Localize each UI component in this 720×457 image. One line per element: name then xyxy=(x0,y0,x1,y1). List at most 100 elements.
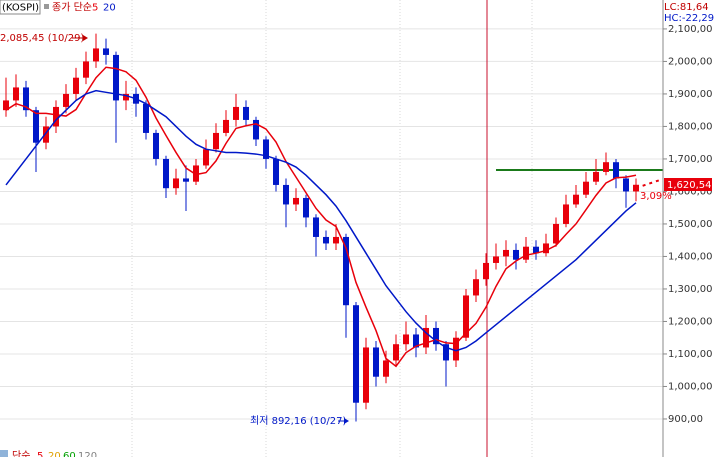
candle-body xyxy=(353,305,359,403)
plot xyxy=(3,33,663,422)
corner-info: LC:81,64 xyxy=(664,2,709,13)
candle-body xyxy=(83,61,89,78)
candle-body xyxy=(613,162,619,179)
candle-body xyxy=(163,158,169,189)
candle-body xyxy=(633,184,639,192)
candle-body xyxy=(453,337,459,361)
candle-body xyxy=(203,149,209,166)
candle-body xyxy=(233,106,239,120)
candle-body xyxy=(43,126,49,143)
bottom-legend: 120 xyxy=(78,451,97,457)
y-tick-label: 1,300,00 xyxy=(668,284,713,295)
bottom-legend: 60 xyxy=(63,451,76,457)
candle-body xyxy=(573,194,579,205)
candle-body xyxy=(243,106,249,120)
candle-body xyxy=(323,236,329,244)
high-annotation: 2,085,45 (10/29) xyxy=(0,33,84,44)
vertical-grid xyxy=(131,0,533,457)
moving-average xyxy=(5,66,637,368)
candle-body xyxy=(563,204,569,224)
candle-body xyxy=(93,48,99,62)
candle-body xyxy=(523,246,529,260)
legend-item: 20 xyxy=(103,3,116,14)
legend-prefix: 종가 단순 xyxy=(52,2,92,14)
candle-body xyxy=(513,249,519,260)
arrow-head xyxy=(83,35,88,41)
price-box xyxy=(664,178,712,191)
candle-body xyxy=(623,178,629,192)
candle-body xyxy=(303,197,309,218)
candle-body xyxy=(393,344,399,361)
candle-body xyxy=(253,119,259,140)
candle-body xyxy=(343,236,349,306)
candle-body xyxy=(13,87,19,101)
y-tick-label: 1,000,00 xyxy=(668,381,713,392)
candle-body xyxy=(373,347,379,377)
candle-body xyxy=(53,106,59,127)
y-tick-label: 1,500,00 xyxy=(668,219,713,230)
candle-body xyxy=(313,217,319,237)
candle-body xyxy=(73,77,79,94)
candle-body xyxy=(103,48,109,55)
candle-body xyxy=(293,197,299,205)
candle-body xyxy=(423,327,429,348)
candle-body xyxy=(123,93,129,101)
grid xyxy=(0,28,663,420)
candle-body xyxy=(143,103,149,133)
corner-info: HC:-22,29 xyxy=(664,13,714,24)
y-tick-label: 1,600,00 xyxy=(668,186,713,197)
y-tick-label: 1,200,00 xyxy=(668,316,713,327)
candle-body xyxy=(3,100,9,111)
candle-body xyxy=(503,249,509,257)
change-label: 3,09% xyxy=(640,191,672,202)
candle-body xyxy=(443,344,449,361)
legend-item: 5 xyxy=(92,3,98,14)
y-tick-label: 900,00 xyxy=(668,414,703,425)
bottom-legend: 단순 xyxy=(12,450,30,457)
moving-average xyxy=(5,89,637,352)
candle-body xyxy=(433,327,439,345)
y-tick-label: 2,100,00 xyxy=(668,24,713,35)
legend-icon xyxy=(0,450,8,457)
candle-body xyxy=(593,171,599,182)
symbol: (KOSPI) xyxy=(2,3,39,14)
candle-body xyxy=(413,334,419,348)
y-tick-label: 1,900,00 xyxy=(668,89,713,100)
candle-body xyxy=(493,256,499,263)
candle-body xyxy=(113,54,119,101)
bottom-legend: 20 xyxy=(48,451,61,457)
candle-body xyxy=(533,246,539,254)
legend-icon xyxy=(44,4,49,9)
candle-body xyxy=(463,295,469,338)
candle-body xyxy=(543,243,549,254)
y-tick-label: 1,700,00 xyxy=(668,154,713,165)
candle-body xyxy=(193,165,199,182)
candle-body xyxy=(403,334,409,345)
candle-body xyxy=(333,236,339,244)
candle-body xyxy=(363,347,369,403)
symbol-box xyxy=(0,0,41,15)
candle-body xyxy=(63,93,69,107)
bottom-legend: 5 xyxy=(37,451,43,457)
candle-body xyxy=(183,178,189,182)
price-label: 1,620,54 xyxy=(667,180,712,191)
y-tick-label: 1,800,00 xyxy=(668,121,713,132)
candle-body xyxy=(283,184,289,205)
low-annotation: 최저 892,16 (10/27) xyxy=(250,415,346,427)
candle-body xyxy=(23,87,29,111)
candle-body xyxy=(213,132,219,150)
candle-body xyxy=(553,223,559,244)
candle-body xyxy=(603,162,609,172)
candle-body xyxy=(263,139,269,159)
candle-body xyxy=(173,178,179,189)
candle-body xyxy=(153,132,159,159)
candle-body xyxy=(483,262,489,280)
y-tick-label: 1,100,00 xyxy=(668,349,713,360)
y-axis: 2,100,00 2,000,00 1,900,00 1,800,00 1,700,00… xyxy=(663,24,713,425)
candle-body xyxy=(473,279,479,296)
y-tick-label: 1,400,00 xyxy=(668,251,713,262)
candle-body xyxy=(383,360,389,377)
candle-body xyxy=(223,119,229,133)
